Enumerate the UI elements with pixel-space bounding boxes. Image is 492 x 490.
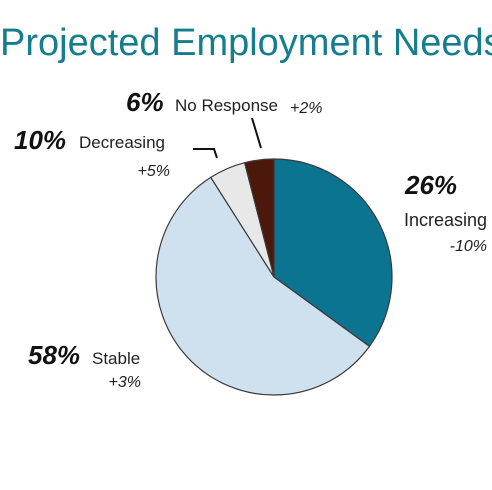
increasing-percent-label: 26% — [404, 170, 457, 200]
pie-slice-increasing — [273, 158, 393, 348]
decreasing-category-label: Decreasing — [79, 133, 165, 152]
decreasing-percent-label: 10% — [14, 125, 66, 155]
stable-category-label: Stable — [92, 349, 140, 368]
increasing-category-label: Increasing — [404, 210, 487, 230]
pie-slices — [155, 158, 393, 396]
pie-slice-stable — [155, 176, 371, 396]
no-response-change-label: +2% — [290, 100, 322, 117]
no-response-category-label: No Response — [175, 96, 278, 115]
chart-title: Projected Employment Needs — [0, 22, 492, 64]
stable-change-label: +3% — [109, 374, 141, 391]
increasing-change-label: -10% — [450, 238, 487, 255]
no-response-percent-label: 6% — [126, 87, 164, 117]
stable-percent-label: 58% — [28, 340, 80, 370]
pie-slice-no-response — [243, 158, 275, 278]
leader-line-no-response — [251, 117, 262, 149]
leader-line-decreasing — [193, 148, 218, 159]
decreasing-change-label: +5% — [138, 163, 170, 180]
